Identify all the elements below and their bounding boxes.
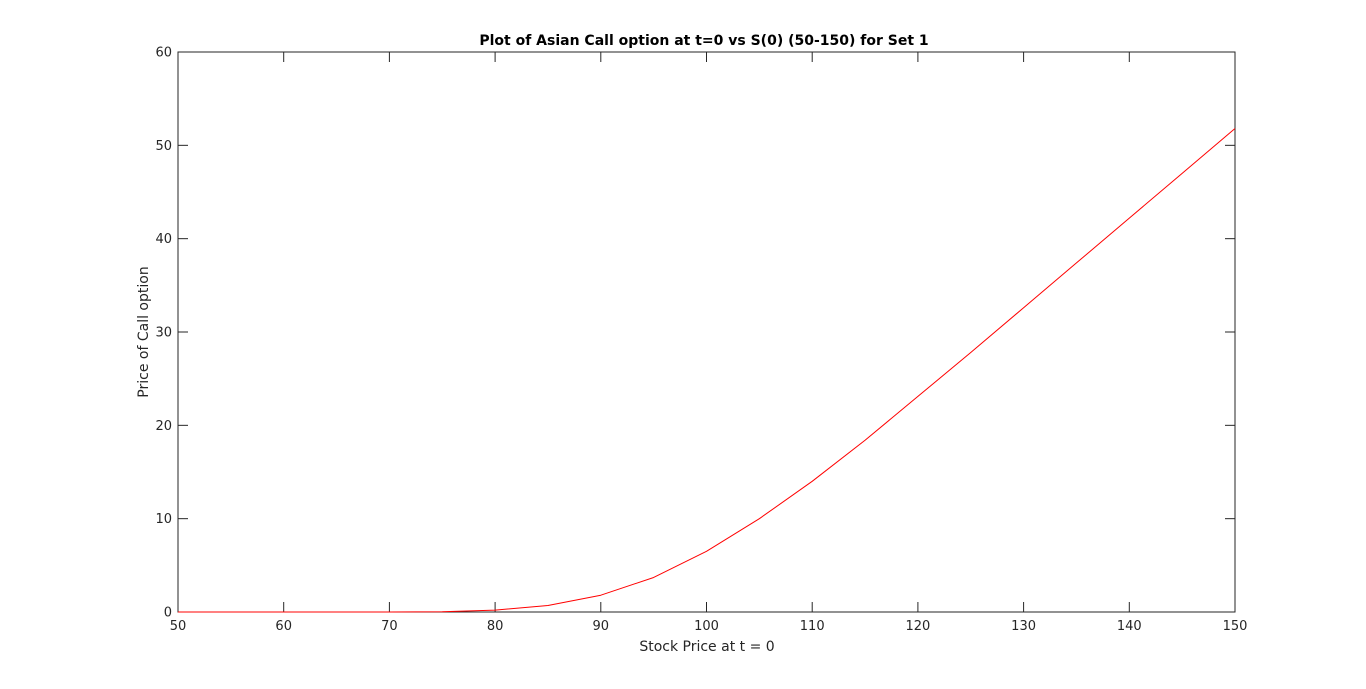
y-axis-ticks: 0 10 20 30 40 50 60 <box>155 46 1235 621</box>
x-tick-label: 50 <box>170 619 187 634</box>
y-tick-label: 50 <box>155 139 172 154</box>
x-axis-ticks: 50 60 70 80 90 100 110 120 130 140 150 <box>170 52 1248 634</box>
y-tick-label: 60 <box>155 46 172 61</box>
x-axis-label: Stock Price at t = 0 <box>639 639 774 655</box>
x-tick-label: 150 <box>1223 619 1248 634</box>
x-tick-label: 80 <box>487 619 504 634</box>
x-tick-label: 100 <box>694 619 719 634</box>
x-tick-label: 70 <box>381 619 398 634</box>
y-tick-label: 20 <box>155 419 172 434</box>
y-tick-label: 0 <box>164 606 172 621</box>
y-axis-label: Price of Call option <box>136 266 152 397</box>
series-line <box>178 128 1236 613</box>
x-tick-label: 90 <box>593 619 610 634</box>
x-tick-label: 60 <box>275 619 292 634</box>
plot-area <box>177 51 1236 613</box>
y-tick-label: 10 <box>155 512 172 527</box>
y-tick-label: 30 <box>155 326 172 341</box>
chart-title: Plot of Asian Call option at t=0 vs S(0)… <box>479 33 928 49</box>
series-layer <box>178 128 1236 613</box>
x-tick-label: 140 <box>1117 619 1142 634</box>
x-tick-label: 120 <box>905 619 930 634</box>
x-tick-label: 110 <box>800 619 825 634</box>
y-tick-label: 40 <box>155 232 172 247</box>
x-tick-label: 130 <box>1011 619 1036 634</box>
